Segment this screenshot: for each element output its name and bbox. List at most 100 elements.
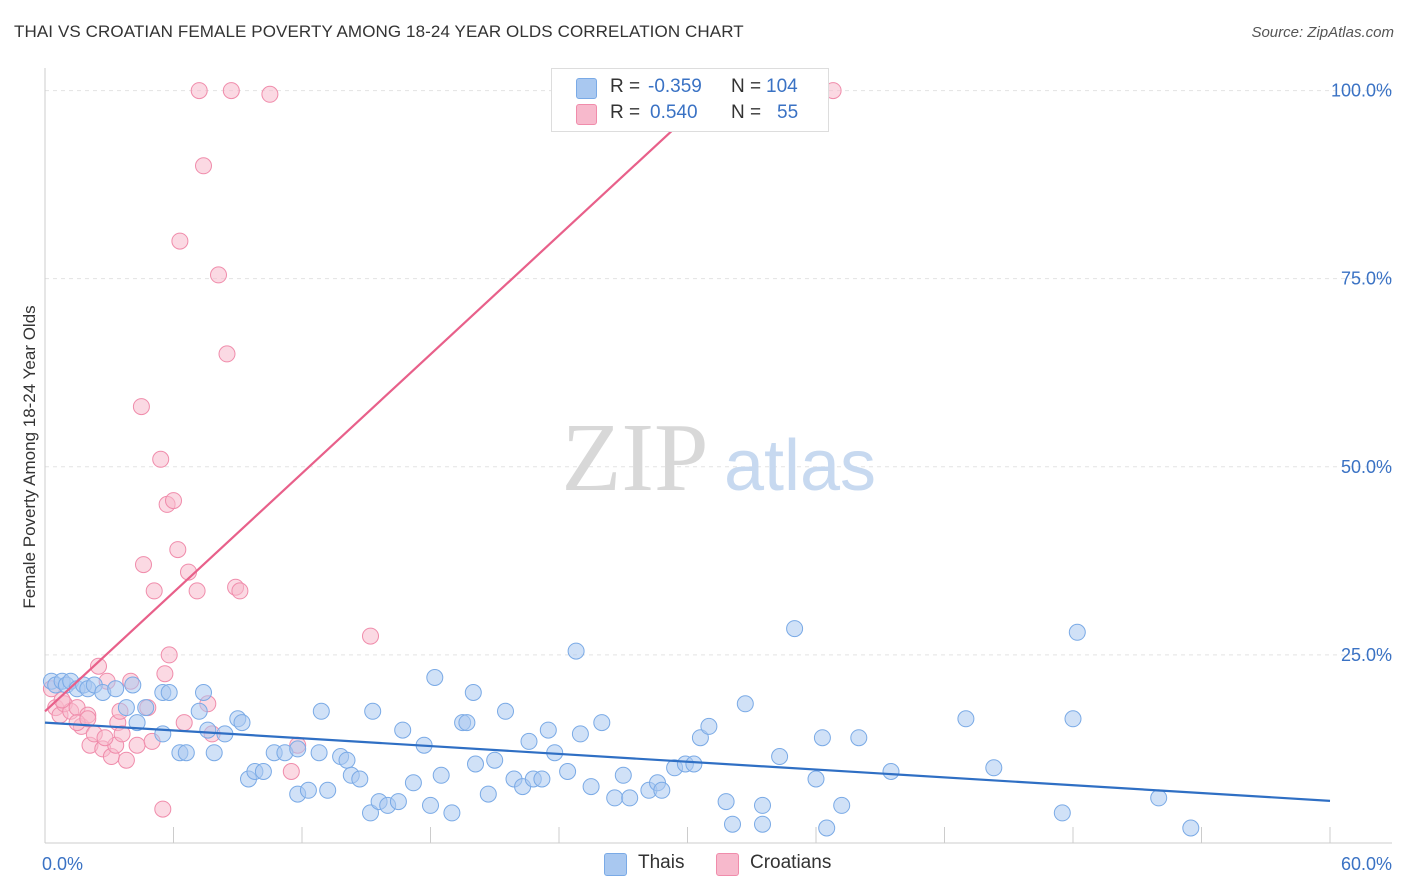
n-value: 55 <box>777 102 799 123</box>
croatians-point-38 <box>210 266 227 284</box>
croatians-point-44 <box>282 763 300 780</box>
croatians-point-17 <box>117 751 135 769</box>
croatians-point-24 <box>145 582 163 600</box>
y-tick-label-3: 100.0% <box>1331 81 1392 101</box>
thais-point-69 <box>571 725 589 743</box>
thais-point-28 <box>254 763 272 780</box>
thais-point-47 <box>404 774 422 792</box>
thais-point-64 <box>533 770 551 788</box>
croatians-point-30 <box>165 492 182 510</box>
grid-lines <box>45 90 1392 656</box>
thais-point-58 <box>486 751 504 769</box>
thais-point-82 <box>700 717 718 735</box>
y-axis-label: Female Poverty Among 18-24 Year Olds <box>20 305 39 608</box>
croatians-point-46 <box>362 627 379 645</box>
croatians-point-32 <box>171 232 189 250</box>
croatians-points <box>42 82 842 818</box>
thais-point-19 <box>190 702 208 720</box>
thais-point-22 <box>205 744 223 762</box>
croatians-swatch-icon <box>576 104 597 125</box>
croatians-point-10 <box>90 657 107 675</box>
n-label: N = <box>731 76 762 97</box>
thais-point-40 <box>351 770 369 788</box>
thais-point-88 <box>771 748 789 765</box>
thais-point-20 <box>195 684 212 701</box>
thais-point-42 <box>364 702 382 720</box>
thais-point-59 <box>497 702 514 720</box>
croatians-point-26 <box>154 800 172 818</box>
thais-point-100 <box>1068 623 1086 641</box>
source-credit: Source: ZipAtlas.com <box>1251 24 1394 41</box>
r-value: 0.540 <box>650 102 698 123</box>
n-label: N = <box>731 102 762 123</box>
trend-lines <box>44 89 1331 802</box>
thais-point-36 <box>319 781 337 799</box>
watermark: ZIP atlas <box>562 404 877 512</box>
thais-point-67 <box>559 763 577 780</box>
thais-point-93 <box>833 796 851 814</box>
thais-point-65 <box>539 721 557 739</box>
thais-point-89 <box>786 620 804 638</box>
croatians-point-39 <box>218 345 236 363</box>
thais-point-94 <box>850 729 868 747</box>
thais-point-54 <box>458 714 476 732</box>
thais-point-18 <box>177 744 195 762</box>
thais-point-91 <box>813 729 831 747</box>
thais-point-62 <box>520 732 538 750</box>
thais-point-77 <box>653 781 671 799</box>
croatians-point-36 <box>195 157 212 175</box>
thais-point-73 <box>614 766 632 784</box>
thais-point-34 <box>310 744 328 762</box>
thais-point-12 <box>117 699 135 717</box>
thais-point-35 <box>312 702 330 720</box>
x-tick-label-max: 60.0% <box>1341 854 1392 874</box>
thais-point-33 <box>299 781 317 799</box>
croatians-point-34 <box>188 582 206 600</box>
thais-point-10 <box>107 680 125 698</box>
croatians-legend-icon <box>716 853 739 876</box>
thais-point-72 <box>606 789 624 807</box>
thais-point-101 <box>1182 819 1200 837</box>
y-tick-label-0: 25.0% <box>1341 645 1392 665</box>
croatians-point-42 <box>231 582 249 600</box>
croatians-point-50 <box>96 729 114 747</box>
thais-point-81 <box>691 729 709 747</box>
croatians-point-19 <box>128 736 146 754</box>
thais-point-50 <box>426 669 444 686</box>
thais-point-70 <box>582 778 600 796</box>
thais-point-52 <box>443 804 461 822</box>
croatians-point-35 <box>190 82 208 100</box>
thais-point-13 <box>128 714 146 732</box>
correlation-stats-box: R = -0.359 N = 104 R = 0.540 N = 55 <box>551 68 829 132</box>
x-tick-label-min: 0.0% <box>42 854 83 874</box>
thais-point-46 <box>394 721 412 739</box>
tick-labels: 25.0% 50.0% 75.0% 100.0% 0.0% 60.0% <box>42 81 1392 874</box>
thais-point-83 <box>717 793 735 811</box>
thais-point-51 <box>432 766 450 784</box>
croatians-point-25 <box>152 450 170 468</box>
thais-point-85 <box>736 695 754 713</box>
thais-point-14 <box>137 699 155 717</box>
thais-point-57 <box>479 785 497 803</box>
thais-swatch-icon <box>576 78 597 99</box>
thais-point-68 <box>567 642 585 660</box>
thais-point-96 <box>957 710 975 728</box>
thais-point-15 <box>154 725 172 743</box>
axes <box>44 68 1392 844</box>
legend-label-thais: Thais <box>638 852 685 873</box>
thais-point-41 <box>362 804 379 822</box>
croatians-point-21 <box>135 556 152 574</box>
croatians-point-29 <box>160 646 178 664</box>
thais-point-99 <box>1064 710 1082 728</box>
croatians-point-43 <box>261 85 279 103</box>
watermark-atlas: atlas <box>724 426 876 506</box>
croatians-point-31 <box>169 541 187 559</box>
thais-points <box>42 620 1200 837</box>
legend-label-croatians: Croatians <box>750 852 832 873</box>
thais-point-95 <box>882 763 900 780</box>
y-tick-label-2: 75.0% <box>1341 269 1392 289</box>
thais-point-74 <box>621 789 639 807</box>
thais-point-49 <box>422 796 439 814</box>
thais-point-45 <box>389 793 407 811</box>
thais-point-84 <box>724 815 741 833</box>
